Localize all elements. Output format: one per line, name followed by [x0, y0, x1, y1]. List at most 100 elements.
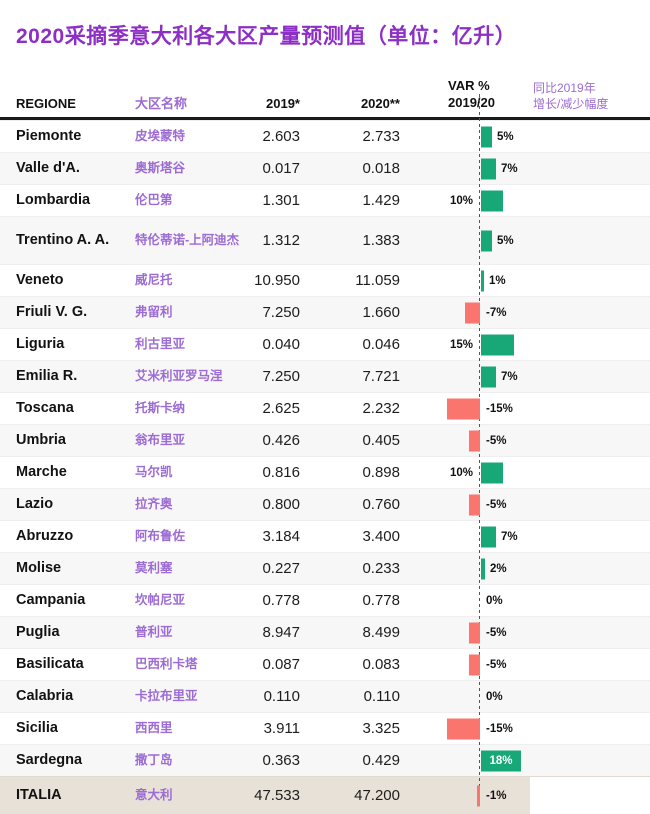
table-row: Trentino A. A. 特伦蒂诺-上阿迪杰 1.312 1.383 5% — [0, 216, 650, 264]
var-bar-cell: -5% — [400, 649, 650, 680]
var-label: -7% — [486, 306, 507, 319]
table-row: Calabria 卡拉布里亚 0.110 0.110 0% — [0, 680, 650, 712]
region-cn-name: 艾米利亚罗马涅 — [135, 369, 223, 383]
value-2019: 0.017 — [262, 160, 300, 177]
var-bar — [465, 302, 480, 323]
var-bar — [469, 430, 480, 451]
value-2020: 3.325 — [362, 720, 400, 737]
value-2019: 7.250 — [262, 368, 300, 385]
value-2020: 2.733 — [362, 128, 400, 145]
var-bar — [481, 334, 514, 355]
var-label: -15% — [486, 722, 513, 735]
var-bar-cell: 5% — [400, 217, 650, 264]
table-row: ITALIA 意大利 47.533 47.200 -1% — [0, 776, 650, 814]
value-2020: 0.083 — [362, 656, 400, 673]
value-2020: 2.232 — [362, 400, 400, 417]
table-row: Lombardia 伦巴第 1.301 1.429 10% — [0, 184, 650, 216]
var-label: 5% — [497, 130, 514, 143]
var-bar-cell: 7% — [400, 361, 650, 392]
var-label: 0% — [486, 690, 503, 703]
var-label: -1% — [486, 789, 507, 802]
value-2019: 0.800 — [262, 496, 300, 513]
value-2020: 0.110 — [363, 688, 400, 705]
var-bar — [481, 526, 496, 547]
value-2019: 0.227 — [262, 560, 300, 577]
value-2019: 0.040 — [262, 336, 300, 353]
var-bar-cell: 15% — [400, 329, 650, 360]
var-bar — [481, 270, 484, 291]
table-row: Toscana 托斯卡纳 2.625 2.232 -15% — [0, 392, 650, 424]
value-2019: 0.087 — [262, 656, 300, 673]
region-cn-name: 巴西利卡塔 — [135, 657, 198, 671]
var-bar-cell: -1% — [400, 777, 650, 814]
var-bar-cell: 2% — [400, 553, 650, 584]
table-row: Marche 马尔凯 0.816 0.898 10% — [0, 456, 650, 488]
region-cn-name: 坎帕尼亚 — [135, 593, 186, 607]
var-label: 2% — [490, 562, 507, 575]
value-2020: 3.400 — [362, 528, 400, 545]
var-bar-cell: -5% — [400, 617, 650, 648]
region-name: Puglia — [16, 624, 60, 641]
value-2019: 0.816 — [262, 464, 300, 481]
region-name: Emilia R. — [16, 368, 78, 385]
table-row: Valle d'A. 奥斯塔谷 0.017 0.018 7% — [0, 152, 650, 184]
region-cn-name: 莫利塞 — [135, 561, 173, 575]
var-label: 7% — [501, 530, 518, 543]
var-bar-cell: 7% — [400, 521, 650, 552]
region-name: Lombardia — [16, 192, 91, 209]
header-var-pct: VAR % 2019/20 — [448, 78, 495, 111]
region-name: Valle d'A. — [16, 160, 80, 177]
region-cn-name: 利古里亚 — [135, 337, 186, 351]
var-label: 0% — [486, 594, 503, 607]
var-label: 18% — [489, 754, 513, 767]
region-name: Abruzzo — [16, 528, 74, 545]
region-name: Piemonte — [16, 128, 82, 145]
region-cn-name: 托斯卡纳 — [135, 401, 186, 415]
value-2019: 8.947 — [262, 624, 300, 641]
var-label: 10% — [449, 466, 473, 479]
var-bar — [481, 558, 485, 579]
value-2019: 1.312 — [262, 232, 300, 249]
var-bar-cell: 18% — [400, 745, 650, 776]
var-label: -5% — [486, 498, 507, 511]
table-row: Sardegna 撒丁岛 0.363 0.429 18% — [0, 744, 650, 776]
value-2019: 2.625 — [262, 400, 300, 417]
table-row: Lazio 拉齐奥 0.800 0.760 -5% — [0, 488, 650, 520]
var-bar — [469, 622, 480, 643]
var-bar-cell: -7% — [400, 297, 650, 328]
var-bar-cell: 10% — [400, 457, 650, 488]
var-bar-cell: -15% — [400, 713, 650, 744]
region-name: Veneto — [16, 272, 64, 289]
region-name: Liguria — [16, 336, 65, 353]
var-bar-cell: 5% — [400, 121, 650, 152]
var-label: -5% — [486, 626, 507, 639]
region-cn-name: 卡拉布里亚 — [135, 689, 198, 703]
var-bar — [481, 190, 503, 211]
var-bar-cell: 10% — [400, 185, 650, 216]
var-bar — [477, 785, 480, 806]
var-bar-cell: 0% — [400, 585, 650, 616]
var-bar-cell: -15% — [400, 393, 650, 424]
region-cn-name: 拉齐奥 — [135, 497, 173, 511]
region-cn-name: 伦巴第 — [135, 193, 173, 207]
report-page: 2020采摘季意大利各大区产量预测值（单位：亿升） REGIONE 大区名称 2… — [0, 25, 650, 814]
region-cn-name: 撒丁岛 — [135, 753, 173, 767]
value-2020: 0.018 — [362, 160, 400, 177]
region-name: Marche — [16, 464, 67, 481]
table-row: Liguria 利古里亚 0.040 0.046 15% — [0, 328, 650, 360]
header-2020: 2020** — [360, 95, 400, 111]
value-2019: 10.950 — [254, 272, 300, 289]
value-2019: 0.110 — [263, 688, 300, 705]
var-bar — [481, 750, 521, 771]
value-2020: 1.429 — [362, 192, 400, 209]
var-bar — [447, 398, 480, 419]
region-cn-name: 威尼托 — [135, 273, 173, 287]
region-cn-name: 弗留利 — [135, 305, 173, 319]
var-label: 5% — [497, 234, 514, 247]
var-bar — [481, 126, 492, 147]
region-cn-name: 阿布鲁佐 — [135, 529, 186, 543]
table-row: Sicilia 西西里 3.911 3.325 -15% — [0, 712, 650, 744]
table-row: Umbria 翁布里亚 0.426 0.405 -5% — [0, 424, 650, 456]
var-bar — [481, 462, 503, 483]
header-growth-note: 同比2019年 增长/减少幅度 — [533, 80, 609, 111]
